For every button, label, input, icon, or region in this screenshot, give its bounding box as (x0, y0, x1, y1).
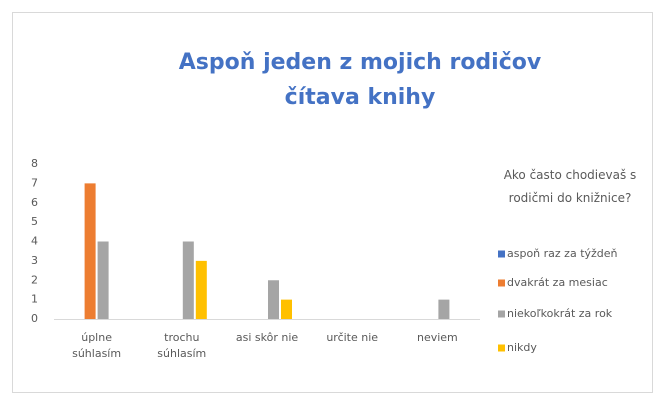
x-tick-label: určite nie (326, 331, 379, 344)
legend-label: niekoľkokrát za rok (507, 307, 613, 320)
x-tick-label: asi skôr nie (235, 331, 299, 344)
y-tick-label: 2 (31, 273, 38, 286)
bar (97, 241, 109, 319)
bar (195, 260, 207, 319)
y-tick-label: 1 (31, 293, 38, 306)
legend-label: aspoň raz za týždeň (507, 247, 618, 260)
x-tick-label: trochu súhlasím (157, 331, 207, 360)
chart-title: čítava knihy (285, 85, 436, 110)
y-tick-label: 3 (31, 254, 38, 267)
y-tick-label: 6 (31, 196, 38, 209)
y-tick-label: 7 (31, 176, 38, 189)
chart-title: Aspoň jeden z mojich rodičov (179, 50, 542, 75)
legend-swatch (498, 310, 505, 318)
legend-label: dvakrát za mesiac (507, 276, 608, 289)
x-tick-label: úplne súhlasím (72, 331, 122, 360)
bar (281, 299, 292, 319)
bar (268, 280, 279, 319)
bar (84, 183, 96, 319)
y-tick-label: 4 (31, 235, 38, 248)
chart-border (12, 12, 653, 393)
bar (438, 299, 450, 319)
legend-label: nikdy (507, 341, 537, 354)
legend-swatch (498, 279, 505, 287)
y-tick-label: 5 (31, 215, 38, 228)
legend-swatch (498, 344, 505, 352)
legend-title: Ako často chodievaš s rodičmi do knižnic… (503, 168, 637, 205)
y-tick-label: 8 (31, 157, 38, 170)
bar (182, 241, 194, 319)
x-tick-label: neviem (416, 331, 458, 344)
y-tick-label: 0 (31, 312, 38, 325)
legend-swatch (498, 250, 505, 258)
